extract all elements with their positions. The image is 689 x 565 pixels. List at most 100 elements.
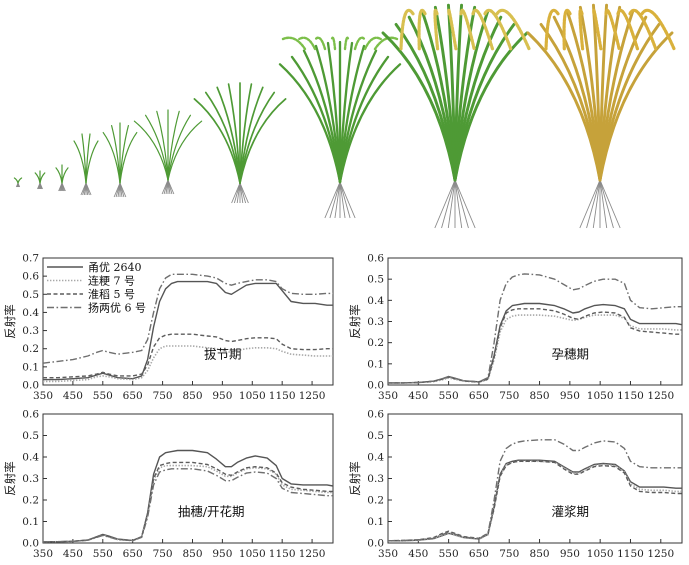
series-line-4 bbox=[42, 273, 333, 364]
y-tick-label: 0.1 bbox=[22, 361, 39, 373]
leaf bbox=[85, 140, 99, 184]
leaf bbox=[453, 31, 529, 182]
x-tick-label: 450 bbox=[63, 548, 83, 560]
rice-plant-5 bbox=[102, 122, 138, 198]
x-tick-label: 350 bbox=[33, 390, 53, 402]
x-tick-label: 1150 bbox=[269, 548, 296, 560]
chart-heading-flowering-stage: 反射率 0.0 0.1 0.2 0.3 0.4 0.5 0.6 350 450 550 650 750 8… bbox=[3, 409, 334, 560]
root bbox=[447, 179, 456, 229]
root bbox=[599, 179, 614, 229]
root bbox=[339, 181, 356, 219]
panicle bbox=[544, 8, 560, 51]
y-tick-label: 0.3 bbox=[22, 325, 39, 337]
series-line-1 bbox=[43, 280, 333, 381]
rice-plant-10 bbox=[526, 3, 676, 229]
plot-frame bbox=[42, 257, 334, 386]
root bbox=[339, 181, 351, 219]
panicle bbox=[578, 8, 585, 51]
panicle bbox=[459, 8, 476, 51]
leaf bbox=[55, 167, 63, 184]
rice-plant-9 bbox=[381, 3, 531, 229]
root bbox=[579, 179, 601, 229]
y-axis-label: 反射率 bbox=[3, 461, 17, 496]
chart-booting-stage: 反射率 0.0 0.1 0.2 0.3 0.4 0.5 0.6 350 450 550 650 750 8… bbox=[348, 253, 683, 402]
root bbox=[239, 182, 249, 204]
x-tick-label: 750 bbox=[153, 548, 173, 560]
panicle bbox=[604, 8, 621, 51]
series-line-1 bbox=[388, 459, 682, 542]
x-tick-label: 550 bbox=[439, 548, 459, 560]
series-line-3 bbox=[42, 461, 333, 543]
root bbox=[599, 179, 621, 229]
root bbox=[85, 182, 92, 196]
panicle bbox=[343, 36, 350, 51]
legend-label-4: 扬两优 6 号 bbox=[88, 301, 146, 315]
x-tick-label: 650 bbox=[123, 390, 143, 402]
y-axis-label: 反射率 bbox=[3, 304, 17, 339]
rice-plant-6 bbox=[133, 109, 203, 195]
x-tick-label: 950 bbox=[560, 548, 580, 560]
series-line-4 bbox=[387, 439, 682, 542]
y-tick-label: 0.6 bbox=[367, 253, 384, 265]
panicle bbox=[592, 8, 603, 51]
legend-label-3: 淮稻 5 号 bbox=[88, 288, 135, 301]
x-tick-label: 750 bbox=[153, 390, 173, 402]
leaf bbox=[278, 63, 342, 184]
panicle bbox=[330, 36, 337, 51]
plot-frame bbox=[387, 413, 683, 544]
x-tick-label: 1050 bbox=[239, 390, 266, 402]
rice-growth-stages-illustration bbox=[13, 3, 676, 229]
y-tick-label: 0.1 bbox=[367, 358, 384, 370]
root bbox=[119, 182, 127, 198]
leaf bbox=[34, 172, 41, 184]
y-tick-label: 0.6 bbox=[22, 409, 39, 421]
y-tick-label: 0.6 bbox=[22, 271, 39, 283]
leaf bbox=[326, 41, 342, 184]
y-tick-label: 0.1 bbox=[367, 516, 384, 528]
panicle bbox=[417, 8, 427, 51]
panicle bbox=[281, 36, 307, 51]
x-tick-label: 350 bbox=[378, 548, 398, 560]
y-tick-label: 0.0 bbox=[367, 538, 384, 550]
legend-label-1: 甬优 2640 bbox=[88, 261, 142, 274]
x-tick-label: 850 bbox=[530, 390, 550, 402]
panicle bbox=[495, 8, 531, 51]
y-tick-label: 0.2 bbox=[367, 337, 384, 349]
x-tick-label: 1050 bbox=[587, 548, 614, 560]
x-tick-label: 550 bbox=[93, 390, 113, 402]
x-tick-label: 650 bbox=[469, 390, 489, 402]
root bbox=[454, 179, 463, 229]
y-tick-label: 0.4 bbox=[22, 452, 39, 464]
leaf bbox=[133, 120, 169, 181]
x-tick-label: 1150 bbox=[617, 548, 644, 560]
x-tick-label: 350 bbox=[378, 390, 398, 402]
panicle bbox=[483, 8, 513, 51]
x-tick-label: 850 bbox=[530, 548, 550, 560]
y-axis-label: 反射率 bbox=[348, 304, 362, 339]
legend-label-2: 连粳 7 号 bbox=[88, 274, 135, 288]
series-line-4 bbox=[388, 273, 682, 384]
plot-frame bbox=[387, 257, 683, 386]
series-line-1 bbox=[388, 302, 683, 384]
root bbox=[454, 179, 469, 229]
y-tick-label: 0.2 bbox=[22, 495, 39, 507]
plot-frame bbox=[42, 413, 334, 544]
panicle bbox=[562, 8, 572, 51]
series-line-2 bbox=[388, 460, 682, 542]
x-tick-label: 1250 bbox=[647, 548, 674, 560]
rice-plant-8 bbox=[278, 36, 402, 219]
leaf bbox=[204, 91, 241, 184]
x-tick-label: 550 bbox=[93, 548, 113, 560]
leaf bbox=[39, 172, 46, 184]
x-tick-label: 1050 bbox=[239, 548, 266, 560]
stage-label: 拔节期 bbox=[204, 346, 242, 361]
root bbox=[599, 179, 608, 229]
chart-filling-stage: 反射率 0.0 0.1 0.2 0.3 0.4 0.5 0.6 350 450 550 650 750 8… bbox=[348, 409, 683, 560]
x-tick-label: 1250 bbox=[299, 548, 326, 560]
x-tick-label: 450 bbox=[408, 390, 428, 402]
panicle bbox=[447, 8, 458, 51]
root bbox=[329, 181, 341, 219]
y-tick-label: 0.0 bbox=[367, 380, 384, 392]
leaf bbox=[239, 98, 287, 184]
